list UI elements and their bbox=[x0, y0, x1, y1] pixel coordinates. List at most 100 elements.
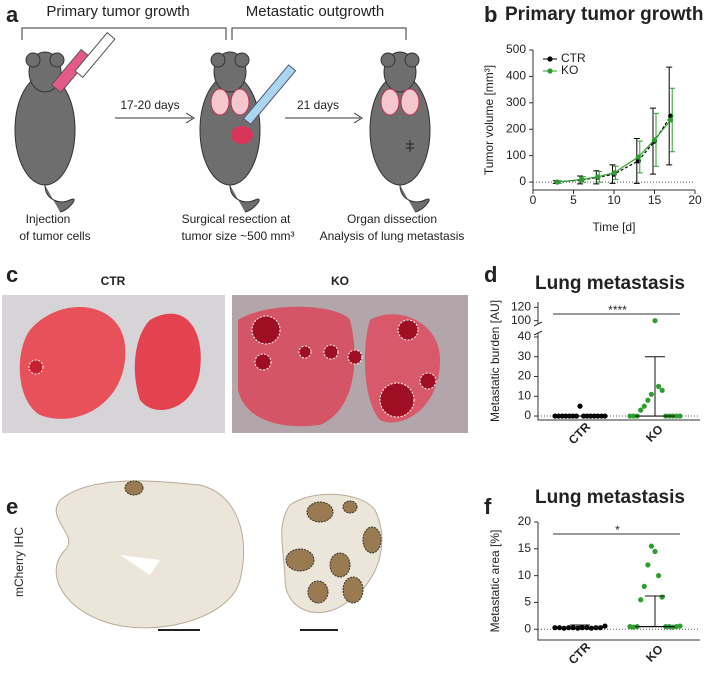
x-tick-label: 0 bbox=[530, 193, 537, 207]
x-tick-label: CTR bbox=[566, 640, 594, 668]
y-tick-label: 20 bbox=[518, 369, 532, 383]
panel-label: c bbox=[6, 262, 18, 287]
chart-title: Lung metastasis bbox=[535, 487, 685, 508]
point bbox=[652, 548, 658, 555]
phase-label: Metastatic outgrowth bbox=[246, 3, 384, 20]
y-tick-label: 30 bbox=[518, 349, 532, 363]
point bbox=[611, 170, 617, 176]
arrow bbox=[285, 112, 363, 124]
arrow bbox=[115, 112, 195, 124]
y-tick-label: 40 bbox=[518, 329, 532, 343]
y-axis-label: Tumor volume [mm³] bbox=[482, 65, 496, 175]
point bbox=[655, 383, 662, 389]
y-tick-label: 10 bbox=[518, 568, 532, 582]
error-bar bbox=[570, 624, 590, 628]
point bbox=[641, 583, 647, 589]
chart-title: Primary tumor growth bbox=[505, 4, 703, 25]
point bbox=[554, 179, 560, 185]
panel-label: e bbox=[6, 494, 18, 519]
point bbox=[648, 391, 655, 397]
point bbox=[577, 403, 583, 409]
step-label: tumor size ~500 mm³ bbox=[181, 229, 294, 243]
y-tick-label: 0 bbox=[519, 174, 526, 188]
y-tick-label: 0 bbox=[524, 621, 531, 635]
step-label: Surgical resection at bbox=[182, 212, 291, 226]
panel-label: b bbox=[484, 2, 497, 27]
y-tick-label: 200 bbox=[506, 121, 526, 135]
y-tick-label: 5 bbox=[524, 595, 531, 609]
point bbox=[659, 594, 665, 600]
point bbox=[552, 625, 558, 631]
y-tick-label: 100 bbox=[506, 148, 526, 162]
point bbox=[597, 625, 604, 631]
point bbox=[668, 117, 674, 123]
arrow-label: 21 days bbox=[297, 98, 339, 112]
y-tick-label: 10 bbox=[518, 388, 532, 402]
point bbox=[677, 413, 683, 419]
arrow-label: 17-20 days bbox=[120, 98, 179, 112]
mouse bbox=[14, 31, 116, 213]
point bbox=[638, 407, 644, 413]
panel-label: a bbox=[6, 2, 19, 27]
y-tick-label: 500 bbox=[506, 42, 526, 56]
group-label: CTR bbox=[101, 274, 126, 288]
point bbox=[635, 154, 641, 160]
chart-title: Lung metastasis bbox=[535, 273, 685, 294]
y-tick-label: 15 bbox=[518, 541, 532, 555]
lung-photos: CTR KO bbox=[2, 274, 468, 433]
legend-label: KO bbox=[561, 63, 578, 77]
point bbox=[655, 573, 662, 579]
phase-bracket bbox=[21, 27, 407, 40]
axis bbox=[537, 302, 700, 421]
step-label: of tumor cells bbox=[19, 229, 90, 243]
axis bbox=[537, 522, 700, 641]
x-tick-label: 5 bbox=[570, 193, 577, 207]
significance-label: * bbox=[615, 523, 620, 537]
group-label: KO bbox=[331, 274, 349, 288]
point bbox=[645, 562, 651, 568]
phase-label: Primary tumor growth bbox=[46, 3, 189, 20]
x-tick-label: 15 bbox=[648, 193, 662, 207]
axis-break bbox=[533, 321, 543, 336]
mouse bbox=[369, 51, 431, 213]
point bbox=[638, 597, 644, 603]
x-tick-label: KO bbox=[643, 642, 666, 665]
point bbox=[677, 623, 683, 629]
point bbox=[598, 413, 605, 419]
x-axis-label: Time [d] bbox=[593, 220, 636, 234]
y-tick-label: 120 bbox=[511, 300, 531, 314]
point bbox=[602, 623, 608, 629]
point bbox=[595, 174, 601, 180]
point bbox=[552, 413, 558, 419]
point bbox=[645, 397, 651, 403]
legend-marker bbox=[547, 56, 553, 62]
x-tick-label: 10 bbox=[607, 193, 621, 207]
legend-label: CTR bbox=[561, 51, 586, 65]
point bbox=[627, 413, 633, 419]
y-tick-label: 300 bbox=[506, 95, 526, 109]
y-tick-label: 100 bbox=[511, 313, 531, 327]
x-tick-label: 20 bbox=[688, 193, 702, 207]
error-bar bbox=[645, 356, 665, 417]
point bbox=[651, 137, 658, 143]
step-label: Organ dissection bbox=[347, 212, 437, 226]
step-label: Analysis of lung metastasis bbox=[320, 229, 465, 243]
point bbox=[641, 403, 647, 409]
point bbox=[648, 543, 655, 549]
step-label: Injection bbox=[26, 212, 71, 226]
significance-label: **** bbox=[608, 303, 627, 317]
panel-label: f bbox=[484, 494, 492, 519]
y-tick-label: 20 bbox=[518, 514, 532, 528]
legend-marker bbox=[547, 68, 553, 74]
ihc-sections: mCherry IHC bbox=[12, 480, 383, 631]
point bbox=[579, 176, 585, 183]
y-axis-label: Metastatic burden [AU] bbox=[488, 300, 502, 422]
panel-label: d bbox=[484, 262, 497, 287]
x-tick-label: CTR bbox=[566, 420, 594, 448]
point bbox=[630, 413, 637, 419]
stain-label: mCherry IHC bbox=[12, 527, 26, 597]
x-tick-label: KO bbox=[643, 422, 666, 445]
point bbox=[602, 413, 608, 419]
point bbox=[652, 318, 658, 324]
